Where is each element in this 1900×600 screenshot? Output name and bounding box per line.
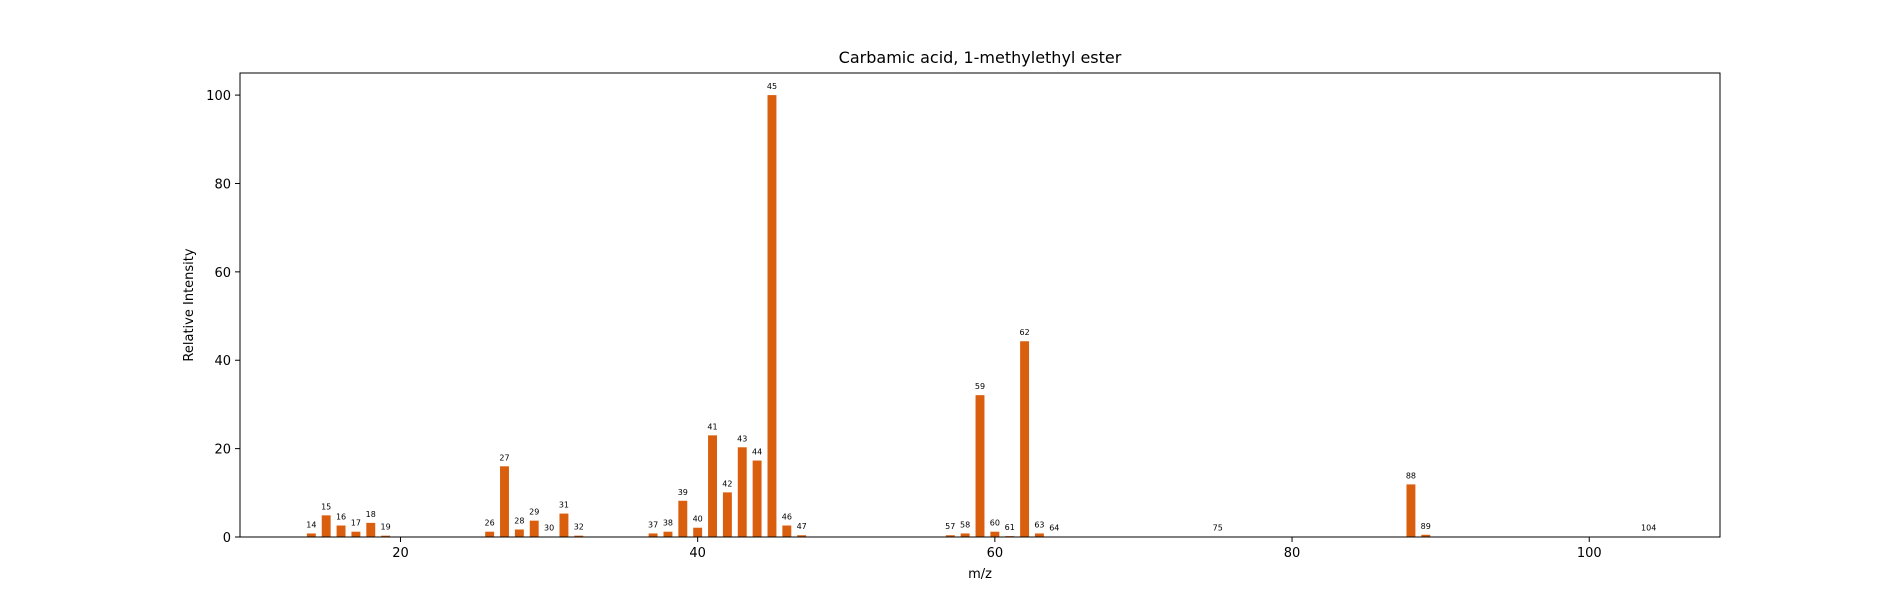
- chart-title: Carbamic acid, 1-methylethyl ester: [839, 48, 1122, 67]
- peak-label-59: 59: [975, 382, 985, 391]
- bar-mz-39: [678, 500, 688, 537]
- peak-label-61: 61: [1005, 523, 1015, 532]
- peak-label-37: 37: [648, 520, 658, 529]
- bar-mz-28: [514, 529, 524, 537]
- bar-mz-46: [782, 525, 792, 537]
- peak-label-17: 17: [351, 519, 361, 528]
- peak-label-46: 46: [782, 513, 792, 522]
- peak-label-27: 27: [499, 453, 509, 462]
- peak-label-44: 44: [752, 448, 762, 457]
- y-tick-label-20: 20: [214, 443, 231, 458]
- peak-label-63: 63: [1034, 520, 1044, 529]
- bar-mz-89: [1421, 534, 1431, 537]
- peak-label-58: 58: [960, 520, 970, 529]
- y-tick-label-80: 80: [214, 177, 231, 192]
- peak-label-43: 43: [737, 434, 747, 443]
- plot-area: 14 15 16 17 18 19 26 27 28 29 30 31 32 37 38 39 40 41 42 43…: [306, 82, 1656, 537]
- bar-mz-31: [559, 513, 569, 537]
- bar-mz-42: [722, 492, 732, 537]
- peak-label-32: 32: [574, 523, 584, 532]
- peak-label-39: 39: [678, 488, 688, 497]
- x-tick-label-20: 20: [392, 546, 409, 561]
- peak-label-45: 45: [767, 82, 777, 91]
- peak-label-19: 19: [381, 523, 391, 532]
- peak-label-15: 15: [321, 502, 331, 511]
- x-tick-label-60: 60: [987, 546, 1004, 561]
- peak-label-31: 31: [559, 501, 569, 510]
- peak-label-42: 42: [722, 479, 732, 488]
- peak-label-18: 18: [366, 510, 376, 519]
- y-tick-label-0: 0: [223, 531, 231, 546]
- peak-label-38: 38: [663, 519, 673, 528]
- peak-label-47: 47: [797, 522, 807, 531]
- bar-mz-38: [663, 531, 673, 537]
- bar-mz-29: [529, 520, 539, 537]
- x-tick-label-40: 40: [689, 546, 706, 561]
- bar-mz-63: [1034, 533, 1044, 537]
- peak-label-14: 14: [306, 520, 316, 529]
- x-tick-label-100: 100: [1577, 546, 1602, 561]
- bar-mz-57: [945, 535, 955, 537]
- bar-mz-45: [767, 95, 777, 537]
- bar-mz-32: [574, 535, 584, 537]
- peak-label-57: 57: [945, 522, 955, 531]
- plot-frame: [239, 72, 1721, 538]
- peak-label-62: 62: [1019, 328, 1029, 337]
- x-axis-label: m/z: [968, 567, 992, 582]
- bar-mz-19: [381, 535, 391, 537]
- bar-mz-16: [336, 525, 346, 537]
- x-tick-label-80: 80: [1284, 546, 1301, 561]
- peak-label-30: 30: [544, 524, 554, 533]
- bar-mz-18: [366, 522, 376, 537]
- peak-label-88: 88: [1406, 471, 1416, 480]
- bar-mz-47: [797, 535, 807, 537]
- peak-label-60: 60: [990, 519, 1000, 528]
- bar-mz-15: [321, 515, 331, 537]
- bar-mz-37: [648, 533, 658, 537]
- peak-label-89: 89: [1421, 522, 1431, 531]
- peak-label-28: 28: [514, 516, 524, 525]
- y-tick-label-60: 60: [214, 266, 231, 281]
- peak-label-64: 64: [1049, 524, 1059, 533]
- peak-label-104: 104: [1641, 524, 1656, 533]
- bar-mz-59: [975, 395, 985, 537]
- bar-mz-40: [693, 527, 703, 537]
- bar-mz-27: [500, 466, 509, 537]
- bar-mz-26: [485, 531, 495, 537]
- peak-label-41: 41: [707, 422, 717, 431]
- y-tick-label-40: 40: [214, 354, 231, 369]
- peak-label-26: 26: [485, 519, 495, 528]
- bar-mz-58: [960, 533, 970, 537]
- y-axis: 0 20 40 60 80 100: [206, 89, 240, 546]
- bar-mz-43: [737, 447, 747, 537]
- bar-mz-62: [1020, 341, 1030, 537]
- bar-mz-44: [752, 460, 762, 537]
- peak-label-16: 16: [336, 513, 346, 522]
- x-axis: 20 40 60 80 100: [392, 537, 1602, 561]
- peak-label-29: 29: [529, 508, 539, 517]
- bar-mz-60: [990, 531, 1000, 537]
- bar-mz-41: [708, 435, 717, 537]
- bar-mz-17: [351, 531, 361, 537]
- y-axis-label: Relative Intensity: [182, 248, 197, 361]
- bar-mz-88: [1406, 484, 1416, 537]
- peak-label-75: 75: [1213, 524, 1223, 533]
- y-tick-label-100: 100: [206, 89, 231, 104]
- bar-mz-14: [306, 533, 316, 537]
- peak-label-40: 40: [693, 515, 703, 524]
